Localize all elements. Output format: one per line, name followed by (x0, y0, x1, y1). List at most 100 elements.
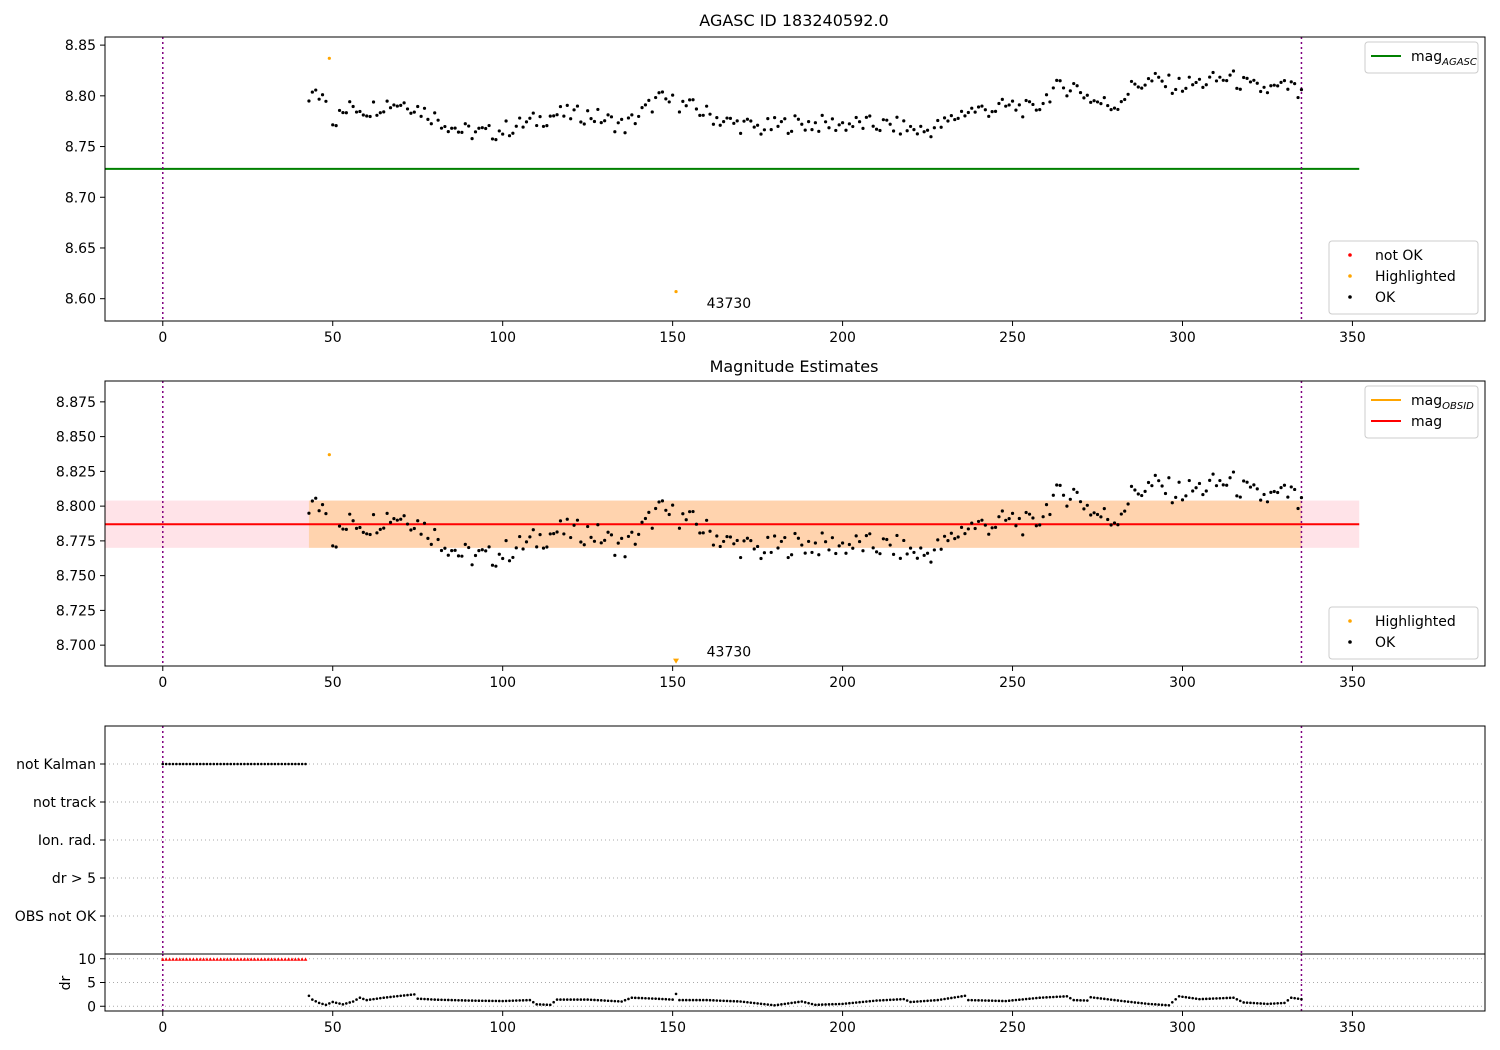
ok-point (1204, 83, 1208, 87)
panel2-marker-legend: Highlighted OK (1328, 606, 1479, 660)
ok-point (1272, 489, 1276, 494)
ok-point (786, 555, 790, 560)
ok-point (1102, 507, 1106, 511)
dr-point (854, 1001, 858, 1004)
dr-point (328, 1002, 331, 1005)
dr-point (1228, 996, 1232, 1000)
ok-point (324, 99, 328, 103)
dr-point (555, 998, 559, 1001)
dr-point (1191, 996, 1194, 1000)
ok-point (701, 531, 705, 535)
ok-point (569, 535, 573, 540)
dr-point (909, 1000, 912, 1004)
dr-point (1276, 1002, 1279, 1005)
ok-point (834, 551, 838, 556)
ok-point (752, 125, 756, 129)
ok-point (878, 552, 882, 556)
dr-point (1089, 995, 1093, 999)
ok-point (504, 539, 508, 543)
ok-point (477, 126, 481, 130)
dr-point (769, 1003, 773, 1007)
ok-point (382, 526, 386, 530)
legend-label: Highlighted (1375, 614, 1456, 630)
ok-point (1160, 79, 1164, 83)
dr-point (1279, 1001, 1283, 1005)
ok-point (929, 135, 933, 139)
ok-point (429, 542, 433, 546)
dr-clipped-marker (160, 957, 165, 961)
ok-point (854, 115, 858, 120)
dr-point (385, 996, 389, 999)
ok-point (344, 527, 348, 531)
ok-point (317, 509, 321, 513)
dr-point (1177, 994, 1181, 998)
ok-point (592, 119, 597, 124)
ok-point (1228, 73, 1232, 77)
dr-point (705, 998, 708, 1002)
dr-point (834, 1002, 838, 1006)
ok-point (1201, 85, 1205, 90)
ok-point (341, 110, 345, 115)
dr-clipped-marker (252, 957, 257, 961)
ok-point (956, 116, 960, 120)
ok-point (609, 533, 614, 537)
ok-point (1109, 108, 1113, 112)
panel2-marker-legend-frame (1328, 606, 1479, 660)
dr-point (973, 998, 977, 1002)
off-scale-marker (673, 658, 680, 664)
dr-point (1065, 994, 1069, 998)
ok-point (1265, 91, 1270, 95)
ok-point (939, 547, 943, 551)
ok-point (837, 123, 841, 127)
ok-point (1116, 523, 1120, 527)
dr-point (351, 1000, 355, 1003)
dr-point (565, 998, 569, 1001)
dr-point (552, 1000, 555, 1004)
x-tick-label: 0 (158, 1020, 167, 1036)
flag-point (300, 762, 304, 766)
ok-point (626, 534, 631, 539)
dr-point (358, 996, 362, 999)
dr-point (324, 1003, 328, 1007)
ok-point (1242, 479, 1246, 483)
ok-point (698, 531, 702, 535)
ok-point (460, 554, 464, 558)
dr-clipped-marker (283, 957, 287, 961)
dr-point (593, 998, 596, 1002)
ok-point (1167, 476, 1171, 480)
ok-point (637, 114, 641, 119)
ok-point (851, 124, 855, 129)
ok-point (426, 117, 430, 121)
ok-point (742, 539, 746, 543)
ok-point (915, 556, 919, 560)
dr-point (916, 1000, 919, 1003)
panel2-axes-frame (104, 380, 1486, 667)
dr-clipped-marker (228, 957, 233, 961)
dr-point (368, 998, 372, 1001)
ok-point (769, 128, 773, 132)
ok-point (565, 103, 569, 107)
legend-label: mag (1411, 414, 1442, 430)
ok-point (521, 547, 525, 551)
ok-point (392, 103, 396, 107)
ok-point (412, 110, 416, 114)
ok-point (1106, 103, 1110, 108)
flag-point (236, 762, 239, 766)
ok-point (932, 126, 936, 130)
dr-clipped-marker (198, 957, 202, 961)
ok-point (993, 525, 998, 529)
dr-point (684, 998, 688, 1002)
ok-point (320, 502, 325, 507)
ok-point (1082, 507, 1086, 511)
dr-point (1041, 996, 1045, 999)
dr-point (1211, 997, 1215, 1000)
ok-point (847, 122, 851, 126)
ok-point (1004, 104, 1008, 108)
ok-point (1038, 523, 1042, 527)
dr-point (338, 1002, 341, 1005)
ok-point (1282, 79, 1287, 83)
dr-point (732, 999, 736, 1003)
ok-point (623, 555, 627, 559)
ok-point (647, 510, 651, 514)
ok-point (443, 546, 447, 550)
